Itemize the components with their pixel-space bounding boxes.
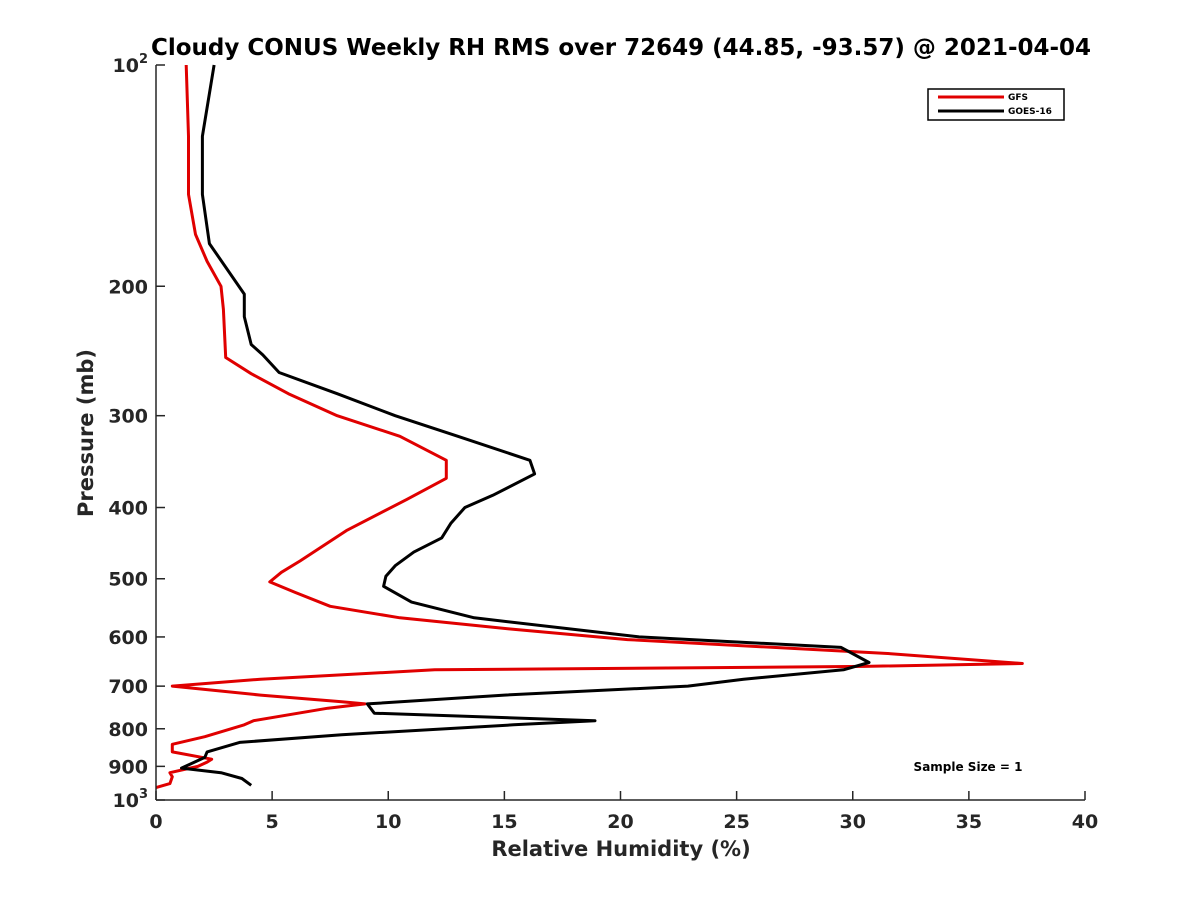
y-tick-label: 103 bbox=[113, 787, 149, 812]
y-tick-label: 900 bbox=[108, 756, 148, 778]
x-tick-label: 40 bbox=[1072, 811, 1098, 833]
y-tick-label: 300 bbox=[108, 406, 148, 428]
x-tick-label: 0 bbox=[149, 811, 162, 833]
legend-label: GOES-16 bbox=[1008, 107, 1052, 117]
x-tick-label: 35 bbox=[956, 811, 982, 833]
x-tick-label: 25 bbox=[723, 811, 749, 833]
y-tick-label: 400 bbox=[108, 498, 148, 520]
x-tick-label: 15 bbox=[491, 811, 517, 833]
y-tick-label: 102 bbox=[113, 52, 149, 77]
plot-area bbox=[155, 64, 1024, 790]
y-tick-label: 600 bbox=[108, 627, 148, 649]
y-axis-label: Pressure (mb) bbox=[74, 349, 98, 517]
series-line-gfs bbox=[155, 64, 1024, 790]
x-tick-label: 20 bbox=[607, 811, 633, 833]
x-tick-label: 5 bbox=[266, 811, 279, 833]
x-tick-label: 30 bbox=[840, 811, 866, 833]
legend-label: GFS bbox=[1008, 93, 1028, 103]
y-tick-label: 700 bbox=[108, 676, 148, 698]
sample-size-annotation: Sample Size = 1 bbox=[914, 760, 1023, 774]
chart-title: Cloudy CONUS Weekly RH RMS over 72649 (4… bbox=[151, 35, 1091, 61]
y-tick-label: 800 bbox=[108, 719, 148, 741]
x-axis-label: Relative Humidity (%) bbox=[491, 837, 750, 861]
y-tick-label: 500 bbox=[108, 569, 148, 591]
legend-box bbox=[927, 88, 1065, 121]
series-line-goes-16 bbox=[180, 64, 871, 787]
x-tick-label: 10 bbox=[375, 811, 401, 833]
axes: 0 5 10 15 20 25 30 35 40 102 200 300 400 500 600 700 800… bbox=[108, 52, 1098, 833]
legend: GFS GOES-16 bbox=[927, 88, 1065, 121]
y-tick-label: 200 bbox=[108, 276, 148, 298]
